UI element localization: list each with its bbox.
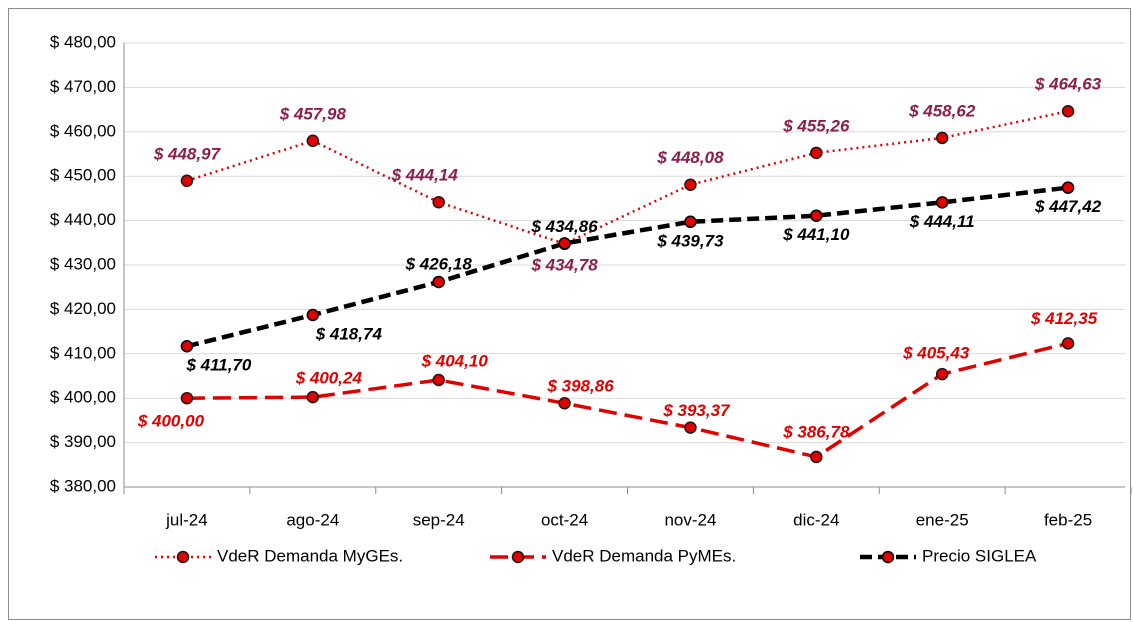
legend-marker (881, 550, 895, 564)
data-point (432, 195, 445, 209)
legend-marker (511, 550, 525, 564)
data-point (558, 237, 571, 250)
data-label: $ 386,78 (782, 422, 850, 441)
x-tick-label: jul-24 (165, 510, 208, 529)
data-label: $ 400,00 (137, 412, 205, 431)
data-point (810, 450, 823, 464)
x-tick-label: ago-24 (286, 510, 339, 529)
data-label: $ 426,18 (405, 254, 473, 273)
data-label: $ 448,08 (656, 148, 724, 167)
data-point (306, 308, 320, 322)
x-tick-label: nov-24 (664, 510, 716, 529)
data-label: $ 447,42 (1034, 197, 1102, 216)
y-tick-label: $ 450,00 (50, 166, 116, 185)
data-label: $ 444,14 (391, 166, 459, 185)
data-label: $ 434,78 (530, 255, 598, 274)
data-label: $ 404,10 (421, 351, 489, 370)
data-point (180, 340, 194, 353)
y-tick-label: $ 460,00 (50, 121, 116, 140)
data-point (1061, 104, 1075, 118)
data-point (684, 178, 697, 191)
legend-label: VdeR Demanda PyMEs. (552, 546, 736, 565)
series-line (186, 341, 1069, 459)
y-tick-label: $ 400,00 (50, 388, 116, 407)
data-label: $ 400,24 (295, 369, 363, 388)
data-point (180, 174, 194, 188)
data-label: $ 412,35 (1030, 309, 1098, 328)
data-label: $ 444,11 (909, 212, 975, 231)
y-tick-label: $ 390,00 (50, 432, 116, 451)
data-point (1061, 337, 1075, 350)
data-point (432, 373, 445, 387)
chart-frame (8, 8, 1131, 620)
data-point (810, 146, 823, 160)
y-tick-label: $ 430,00 (50, 254, 116, 273)
data-label: $ 448,97 (153, 144, 222, 163)
data-point (306, 134, 320, 148)
y-tick-label: $ 420,00 (50, 299, 116, 318)
data-point (935, 196, 949, 209)
data-label: $ 434,86 (530, 217, 598, 236)
data-label: $ 455,26 (782, 116, 850, 135)
data-label: $ 405,43 (902, 344, 970, 363)
legend-label: Precio SIGLEA (922, 546, 1037, 565)
x-tick-label: oct-24 (541, 510, 588, 529)
data-label: $ 457,98 (279, 104, 347, 123)
data-point (306, 390, 320, 404)
data-point (1061, 181, 1075, 194)
series-line (186, 110, 1069, 246)
data-point (935, 131, 949, 145)
x-tick-label: ene-25 (916, 510, 969, 529)
data-point (810, 209, 823, 222)
data-label: $ 464,63 (1034, 75, 1102, 94)
x-tick-label: sep-24 (413, 510, 465, 529)
y-tick-label: $ 410,00 (50, 343, 116, 362)
data-label: $ 411,70 (185, 356, 251, 375)
data-label: $ 439,73 (656, 231, 724, 250)
x-tick-label: dic-24 (793, 510, 839, 529)
data-label: $ 398,86 (546, 377, 614, 396)
series-line (186, 185, 1069, 349)
y-tick-label: $ 480,00 (50, 32, 116, 51)
data-label: $ 418,74 (315, 324, 383, 343)
y-tick-label: $ 440,00 (50, 210, 116, 229)
data-point (558, 397, 571, 410)
y-tick-label: $ 380,00 (50, 476, 116, 495)
legend-marker (176, 550, 190, 564)
data-label: $ 393,37 (662, 401, 731, 420)
data-point (684, 421, 697, 434)
data-label: $ 441,10 (782, 225, 850, 244)
data-point (684, 215, 697, 229)
y-tick-label: $ 470,00 (50, 77, 116, 96)
legend-label: VdeR Demanda MyGEs. (217, 546, 403, 565)
x-tick-label: feb-25 (1044, 510, 1092, 529)
data-label: $ 458,62 (908, 101, 976, 120)
data-point (432, 275, 445, 289)
data-point (935, 367, 949, 381)
data-point (180, 391, 194, 405)
